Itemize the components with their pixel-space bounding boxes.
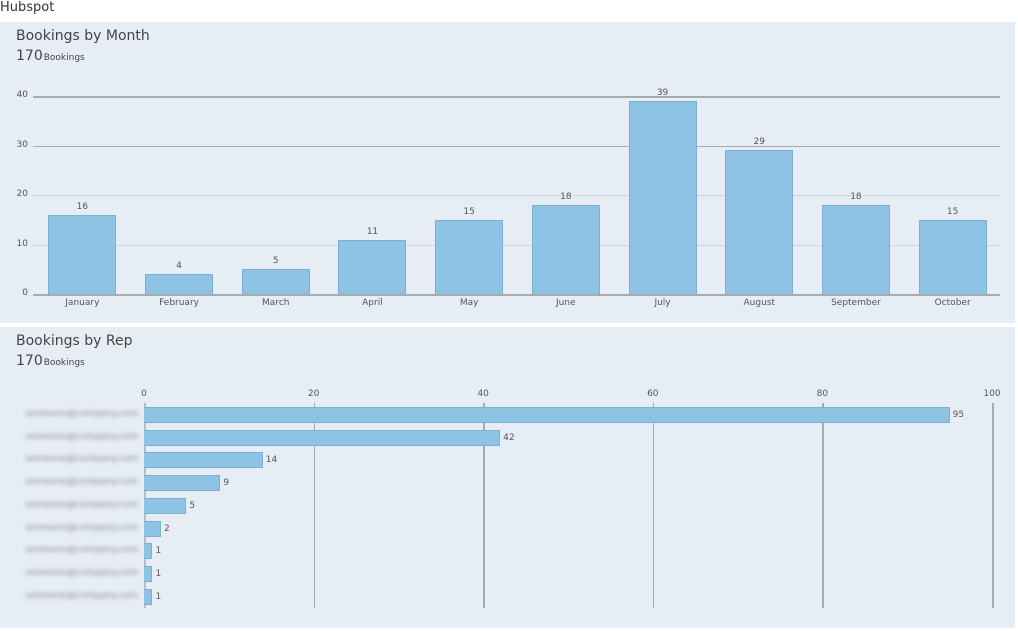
gridline xyxy=(33,244,1000,246)
x-axis-label: October xyxy=(934,298,971,308)
total-value: 170 xyxy=(16,353,43,369)
panel-total: 170Bookings xyxy=(16,48,85,64)
rep-bar xyxy=(144,475,221,492)
panel-total: 170Bookings xyxy=(16,353,85,369)
rep-bar xyxy=(144,520,161,537)
month-bar xyxy=(725,150,794,294)
bar-value-label: 1 xyxy=(155,546,162,557)
bar-value-label: 39 xyxy=(656,87,669,98)
x-axis-label: June xyxy=(556,298,576,308)
y-axis-tick: 30 xyxy=(16,139,28,150)
total-unit: Bookings xyxy=(43,53,85,63)
bar-value-label: 18 xyxy=(850,191,862,202)
month-bar xyxy=(338,239,407,294)
rep-name-label: someone@company.com xyxy=(25,499,138,510)
rep-name-label: someone@company.com xyxy=(25,545,138,556)
panel-title: Bookings by Month xyxy=(16,28,150,44)
x-axis-label: August xyxy=(743,298,776,308)
rep-bar xyxy=(144,543,153,560)
bar-value-label: 5 xyxy=(272,256,279,267)
rep-bar xyxy=(144,588,153,605)
rep-name-label: someone@company.com xyxy=(25,431,138,442)
x-axis-tick: 0 xyxy=(141,389,147,399)
x-axis-label: March xyxy=(262,298,290,308)
rep-bar xyxy=(144,497,187,514)
x-axis-tick: 20 xyxy=(307,389,320,399)
bar-value-label: 1 xyxy=(155,568,162,579)
x-axis-tick: 100 xyxy=(983,389,1001,399)
x-axis-tick: 40 xyxy=(477,389,489,399)
bar-value-label: 1 xyxy=(155,591,162,602)
bar-value-label: 16 xyxy=(76,201,89,212)
y-axis-tick: 20 xyxy=(16,189,28,199)
bar-value-label: 42 xyxy=(503,432,515,443)
x-axis-label: February xyxy=(159,298,199,308)
rep-name-label: someone@company.com xyxy=(25,409,138,419)
x-axis-label: April xyxy=(362,298,383,308)
rep-name-label: someone@company.com xyxy=(25,567,138,578)
month-bar xyxy=(628,100,697,294)
gridline xyxy=(483,403,485,608)
panel-title: Bookings by Rep xyxy=(16,333,133,349)
x-axis-tick: 80 xyxy=(816,389,829,399)
bar-value-label: 9 xyxy=(223,478,230,489)
bar-value-label: 4 xyxy=(176,261,182,272)
rep-name-label: someone@company.com xyxy=(25,590,138,601)
y-axis-tick: 40 xyxy=(16,90,28,100)
rep-name-label: someone@company.com xyxy=(25,477,138,488)
rep-bar xyxy=(144,407,950,423)
month-bar xyxy=(531,204,600,294)
month-bar xyxy=(918,219,987,294)
bar-value-label: 29 xyxy=(753,137,765,148)
bar-value-label: 18 xyxy=(560,191,572,202)
rep-name-label: someone@company.com xyxy=(25,522,138,533)
bar-value-label: 14 xyxy=(265,455,278,466)
rep-bar xyxy=(144,565,153,582)
bar-value-label: 11 xyxy=(366,226,379,237)
bar-value-label: 15 xyxy=(463,206,475,217)
bar-value-label: 5 xyxy=(189,500,196,511)
y-axis-tick: 10 xyxy=(16,238,28,249)
gridline xyxy=(992,403,994,608)
y-axis-tick: 0 xyxy=(22,288,28,298)
rep-bar xyxy=(144,429,501,446)
app-title: Hubspot xyxy=(0,0,55,15)
month-bar xyxy=(821,204,890,294)
total-value: 170 xyxy=(16,48,43,64)
month-bar xyxy=(48,214,117,294)
gridline xyxy=(33,96,1000,98)
gridline xyxy=(33,294,1000,296)
gridline xyxy=(313,403,316,608)
month-bar xyxy=(435,219,504,294)
gridline xyxy=(652,403,655,608)
month-bar xyxy=(145,274,214,294)
x-axis-label: January xyxy=(65,298,100,308)
rep-name-label: someone@company.com xyxy=(25,454,138,465)
x-axis-label: September xyxy=(831,298,881,308)
x-axis-label: May xyxy=(459,298,479,308)
gridline xyxy=(33,195,1000,196)
rep-bar xyxy=(144,452,263,469)
gridline xyxy=(822,403,824,608)
x-axis-tick: 60 xyxy=(647,389,659,399)
gridline xyxy=(33,145,1000,147)
month-bar xyxy=(241,269,310,294)
bar-value-label: 95 xyxy=(952,410,965,420)
bookings-by-month-panel: Bookings by Month 170Bookings 0 10 20 30 40 1… xyxy=(0,22,1015,323)
bar-value-label: 2 xyxy=(163,523,170,534)
bookings-by-rep-panel: Bookings by Rep 170Bookings 0 20 40 60 80 100… xyxy=(0,327,1015,628)
x-axis-label: July xyxy=(654,298,671,308)
bar-value-label: 15 xyxy=(946,206,959,217)
total-unit: Bookings xyxy=(43,358,85,368)
